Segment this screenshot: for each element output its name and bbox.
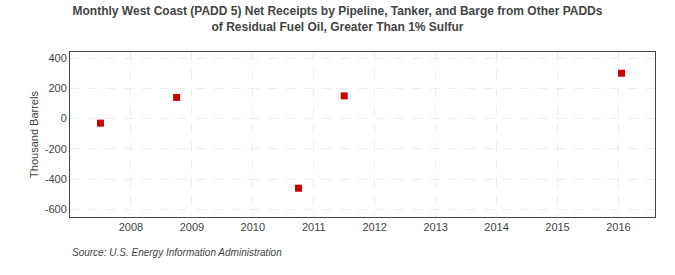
svg-text:0: 0 bbox=[61, 112, 67, 124]
svg-text:2016: 2016 bbox=[606, 221, 630, 233]
svg-text:2011: 2011 bbox=[302, 221, 326, 233]
svg-text:2008: 2008 bbox=[119, 221, 143, 233]
svg-text:2012: 2012 bbox=[362, 221, 386, 233]
svg-text:200: 200 bbox=[48, 82, 66, 94]
svg-text:2009: 2009 bbox=[180, 221, 204, 233]
svg-text:-400: -400 bbox=[45, 173, 67, 185]
svg-text:-200: -200 bbox=[45, 143, 67, 155]
svg-text:Source: U.S. Energy Informatio: Source: U.S. Energy Information Administ… bbox=[72, 247, 282, 258]
svg-text:2014: 2014 bbox=[484, 221, 508, 233]
svg-text:400: 400 bbox=[48, 52, 66, 64]
svg-text:-600: -600 bbox=[45, 203, 67, 215]
svg-text:2013: 2013 bbox=[423, 221, 447, 233]
svg-text:Thousand Barrels: Thousand Barrels bbox=[28, 91, 40, 178]
svg-text:Monthly West Coast (PADD 5) Ne: Monthly West Coast (PADD 5) Net Receipts… bbox=[73, 4, 603, 34]
svg-text:2015: 2015 bbox=[545, 221, 569, 233]
svg-text:2010: 2010 bbox=[241, 221, 265, 233]
